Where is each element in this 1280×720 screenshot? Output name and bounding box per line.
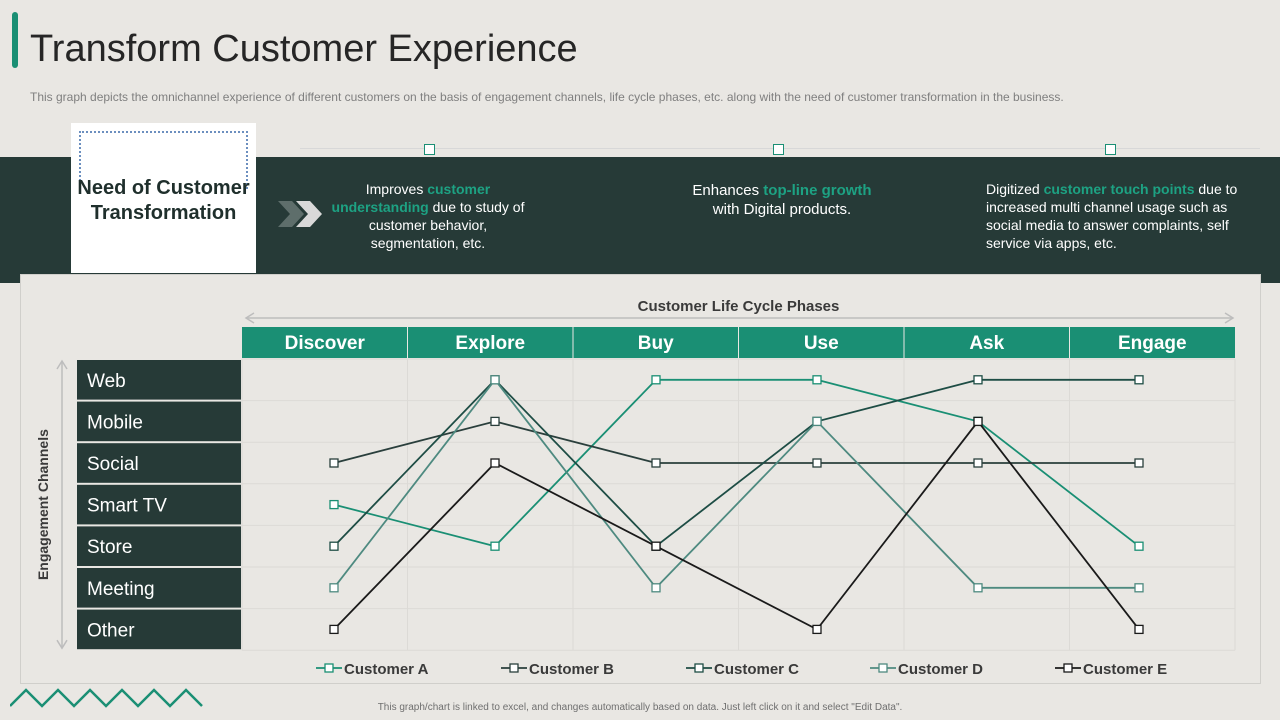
title-accent-bar xyxy=(12,12,18,68)
series-marker xyxy=(651,541,661,551)
phase-axis-arrowhead xyxy=(1224,312,1235,324)
series-marker xyxy=(490,458,500,468)
page-title: Transform Customer Experience xyxy=(30,28,578,70)
channel-label: Web xyxy=(87,371,126,392)
series-marker xyxy=(329,458,339,468)
series-line-4 xyxy=(333,378,1139,590)
series-marker xyxy=(329,624,339,635)
need-box xyxy=(71,123,256,273)
series-marker xyxy=(973,583,983,593)
series-line-3 xyxy=(333,378,1139,548)
series-marker xyxy=(329,541,339,551)
point-touch-points: Digitized customer touch points due to i… xyxy=(986,181,1238,251)
series-marker xyxy=(1134,583,1144,593)
channel-label: Mobile xyxy=(87,412,143,433)
series-marker xyxy=(490,416,500,427)
series-marker xyxy=(973,375,983,385)
legend-label: Customer A xyxy=(344,661,429,678)
series-marker xyxy=(329,499,339,510)
phase-header-cell xyxy=(738,327,904,358)
phase-label: Engage xyxy=(1118,333,1187,354)
legend-swatch-marker xyxy=(878,663,888,673)
legend-swatch-marker xyxy=(324,663,334,673)
series-marker xyxy=(651,583,661,593)
phase-header-cell xyxy=(904,327,1070,358)
need-box-title: Need of Customer Transformation xyxy=(77,177,250,224)
series-marker xyxy=(812,458,822,468)
series-line-5 xyxy=(333,419,1140,631)
series-marker xyxy=(1134,624,1144,635)
legend-swatch-marker xyxy=(1063,663,1073,673)
connector-handle xyxy=(1105,144,1116,155)
legend-label: Customer E xyxy=(1083,661,1167,678)
series-marker xyxy=(1134,458,1144,468)
connector-handle xyxy=(424,144,435,155)
channel-cell xyxy=(77,568,241,608)
channel-axis-arrowhead xyxy=(56,639,68,650)
point-customer-understanding: Improves customer understanding due to s… xyxy=(331,181,525,251)
series-marker xyxy=(973,416,983,427)
phase-axis-arrowhead xyxy=(244,312,255,324)
phase-header-cell xyxy=(242,327,408,358)
phase-label: Ask xyxy=(969,333,1004,354)
legend-label: Customer D xyxy=(898,661,983,678)
series-marker xyxy=(490,541,500,551)
series-line-1 xyxy=(333,378,1140,548)
y-axis-title: Engagement Channels xyxy=(35,429,51,580)
series-marker xyxy=(1134,375,1144,385)
channel-cell xyxy=(77,360,241,400)
channel-cell xyxy=(77,609,241,650)
phase-label: Explore xyxy=(455,333,525,354)
series-marker xyxy=(1134,541,1144,551)
phase-header-cell xyxy=(1069,327,1235,358)
channel-label: Social xyxy=(87,454,139,475)
channel-cell xyxy=(77,401,241,442)
point-top-line-growth: Enhances top-line growth with Digital pr… xyxy=(692,182,872,218)
series-marker xyxy=(812,416,822,427)
channel-axis-arrowhead xyxy=(56,359,68,370)
series-marker xyxy=(651,458,661,468)
x-axis-title: Customer Life Cycle Phases xyxy=(638,298,840,315)
footer-note: This graph/chart is linked to excel, and… xyxy=(377,702,903,713)
series-marker xyxy=(329,583,339,593)
connector-handle xyxy=(773,144,784,155)
channel-label: Store xyxy=(87,537,132,558)
legend-label: Customer C xyxy=(714,661,799,678)
phase-header-cell xyxy=(573,327,739,358)
series-marker xyxy=(973,458,983,468)
channel-label: Other xyxy=(87,620,135,641)
channel-cell xyxy=(77,443,241,483)
legend-swatch-marker xyxy=(694,663,704,673)
series-marker xyxy=(812,375,822,385)
channel-label: Meeting xyxy=(87,579,155,600)
zigzag-decoration xyxy=(10,688,203,708)
need-box-dotted-border xyxy=(79,131,248,189)
channel-cell xyxy=(77,484,241,525)
series-marker xyxy=(651,375,661,385)
page-subtitle: This graph depicts the omnichannel exper… xyxy=(30,90,1064,104)
channel-cell xyxy=(77,526,241,566)
channel-label: Smart TV xyxy=(87,496,167,517)
legend-label: Customer B xyxy=(529,661,614,678)
phase-label: Use xyxy=(804,333,839,354)
series-line-2 xyxy=(333,420,1139,464)
legend-swatch-marker xyxy=(509,663,519,673)
phase-header-cell xyxy=(407,327,573,358)
series-marker xyxy=(812,624,822,635)
phase-label: Discover xyxy=(285,333,366,354)
phase-label: Buy xyxy=(638,333,674,354)
series-marker xyxy=(490,375,500,385)
double-chevron-icon xyxy=(278,201,322,227)
